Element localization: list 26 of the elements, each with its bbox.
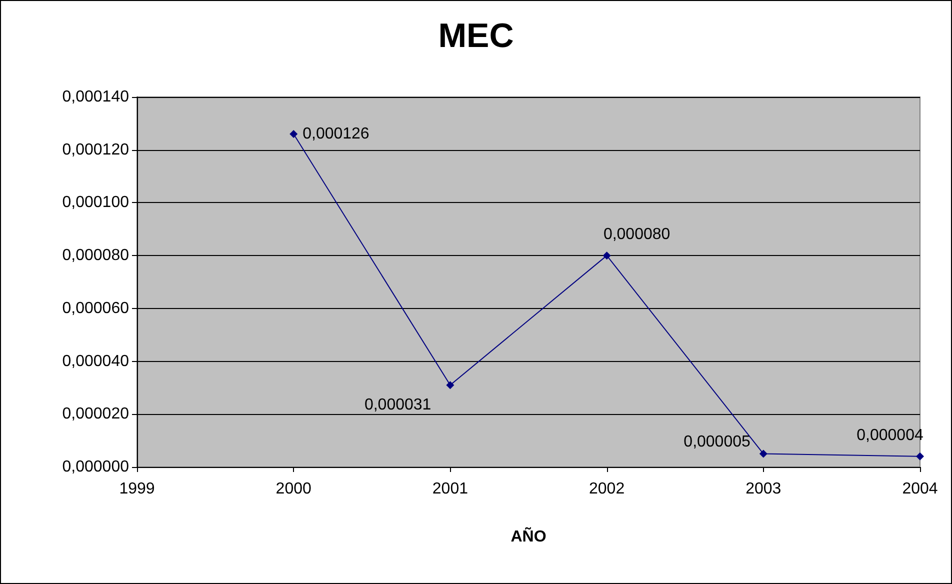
y-tick-label: 0,000080	[62, 247, 130, 264]
data-label: 0,000126	[302, 126, 370, 142]
point	[916, 452, 924, 460]
y-tick-label: 0,000100	[62, 194, 130, 212]
y-tick-label: 0,000040	[62, 352, 130, 370]
x-tick-label: 2001	[432, 480, 468, 498]
point	[446, 381, 454, 390]
point	[290, 130, 298, 138]
y-tick-label: 0,000120	[62, 141, 130, 158]
x-tick-label: 2002	[589, 480, 625, 498]
y-tick-label: 0,000020	[62, 406, 130, 423]
x-tick-label: 1999	[119, 480, 155, 498]
x-tick-label: 2000	[276, 480, 312, 498]
y-tick-label: 0,000000	[62, 458, 130, 476]
x-tick-label: 2004	[902, 480, 938, 498]
data-label: 0,000080	[603, 226, 670, 244]
x-tick-label: 2003	[746, 480, 782, 498]
data-label: 0,000004	[856, 426, 924, 444]
x-axis-title: AÑO	[510, 526, 546, 546]
data-label: 0,000031	[364, 396, 432, 414]
data-label: 0,000005	[684, 433, 750, 450]
point	[759, 450, 768, 458]
y-tick-label: 0,000060	[62, 300, 130, 317]
chart-title: MEC	[438, 17, 514, 55]
point	[602, 252, 611, 260]
y-tick-label: 0,000140	[62, 88, 130, 106]
